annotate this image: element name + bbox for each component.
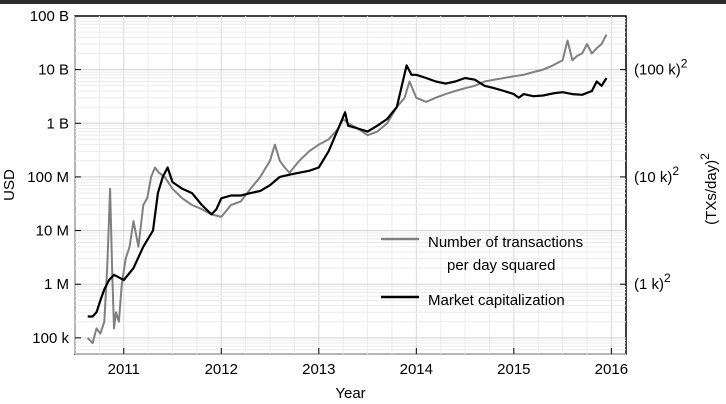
y2-tick-label-base: (10 k) [634,169,672,186]
series-layer [86,34,608,345]
y-tick-label: 10 B [38,62,69,79]
y2-tick-label-exponent: 2 [681,57,688,71]
x-tick-label: 2011 [108,361,140,378]
x-axis-title: Year [335,385,365,402]
y2-tick-label-exponent: 2 [664,271,671,285]
y2-tick-label: (10 k)2 [634,164,679,186]
x-tick-label: 2012 [205,361,238,378]
y-tick-label: 10 M [36,223,69,240]
top-bar [0,0,726,4]
y2-axis-title-exponent: 2 [698,153,712,160]
y2-tick-label-base: (100 k) [634,62,681,79]
y-tick-label: 100 M [27,169,69,186]
y-tick-label: 1 M [44,276,69,293]
y-tick-label: 1 B [46,115,69,132]
y2-tick-label-base: (1 k) [634,276,664,293]
y-axis-title: USD [1,169,18,201]
legend: Number of transactions per day squared M… [381,234,583,309]
y2-axis-title: (TXs/day)2 [698,153,720,225]
x-tick-label: 2014 [400,361,433,378]
x-tick-label: 2016 [595,361,628,378]
y2-tick-label-exponent: 2 [672,164,679,178]
ticks [75,15,626,354]
x-tick-label: 2013 [302,361,335,378]
y-tick-label: 100 k [32,330,69,347]
y2-tick-label: (100 k)2 [634,57,688,79]
tick-labels: 2011 2012 2013 2014 2015 2016 100 k 1 M 10 M 100 … [27,8,687,378]
y-tick-label: 100 B [30,8,69,25]
legend-label-transactions-line2: per day squared [447,257,555,274]
x-tick-label: 2015 [497,361,530,378]
legend-label-transactions-line1: Number of transactions [428,234,583,251]
series-line-transactions [86,34,608,345]
y2-axis-title-base: (TXs/day) [703,160,720,225]
y2-tick-label: (1 k)2 [634,271,671,293]
series-line-market-cap [87,64,608,318]
legend-label-market-cap: Market capitalization [428,292,565,309]
